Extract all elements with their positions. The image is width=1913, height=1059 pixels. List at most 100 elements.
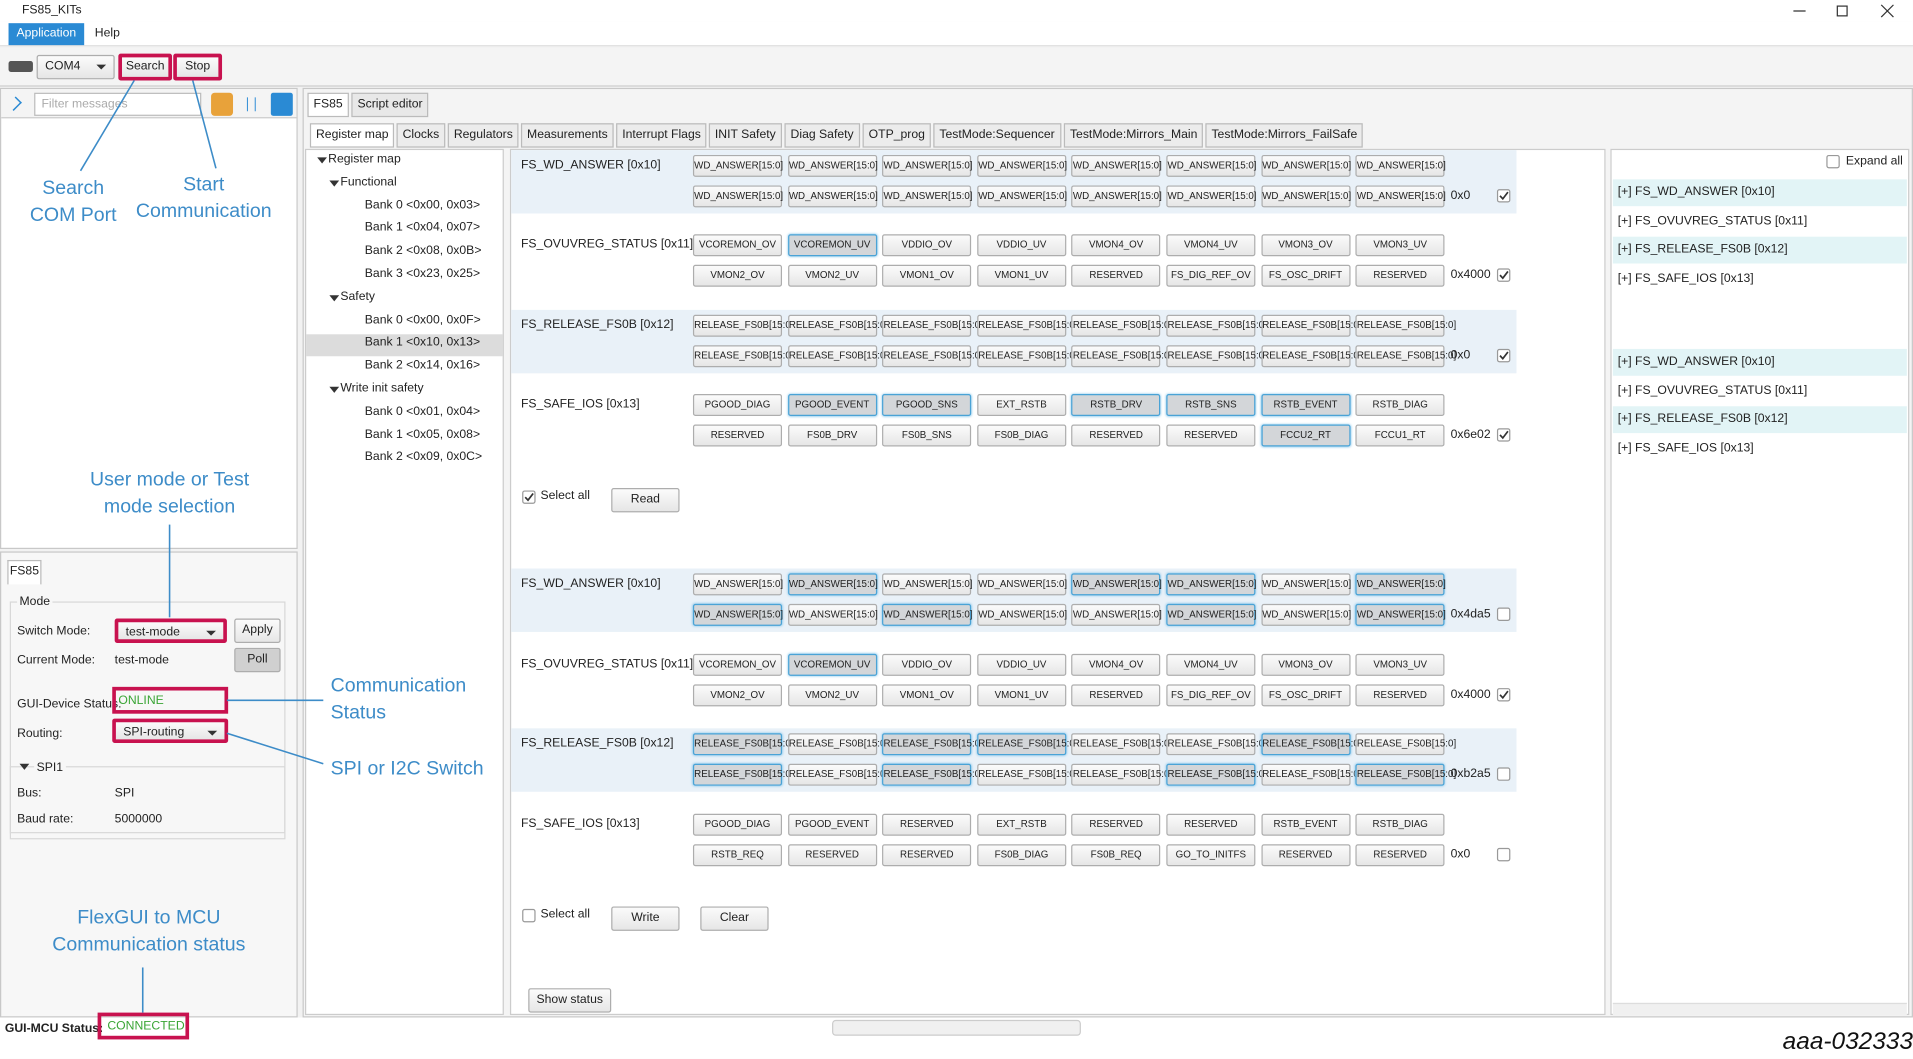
sub-tab[interactable]: Diag Safety: [784, 123, 860, 148]
bit-button[interactable]: RESERVED: [1071, 264, 1161, 287]
bit-button[interactable]: WD_ANSWER[15:0]: [976, 184, 1067, 207]
bit-button[interactable]: WD_ANSWER[15:0]: [787, 154, 878, 177]
bit-button[interactable]: RELEASE_FS0B[15:0]: [1166, 733, 1267, 756]
main-tab[interactable]: Script editor: [351, 92, 429, 118]
bit-button[interactable]: WD_ANSWER[15:0]: [882, 603, 972, 626]
bit-button[interactable]: WD_ANSWER[15:0]: [1260, 573, 1351, 596]
tree-item[interactable]: Register map: [328, 152, 401, 166]
bit-button[interactable]: RELEASE_FS0B[15:0]: [1071, 344, 1172, 367]
bit-button[interactable]: PGOOD_DIAG: [692, 813, 783, 836]
bit-button[interactable]: WD_ANSWER[15:0]: [787, 603, 878, 626]
bit-button[interactable]: VCOREMON_UV: [787, 234, 877, 257]
bit-button[interactable]: RELEASE_FS0B[15:0]: [1355, 314, 1456, 337]
bit-button[interactable]: VMON4_UV: [1166, 653, 1256, 676]
bit-button[interactable]: PGOOD_SNS: [882, 394, 972, 417]
tree-item[interactable]: Bank 1 <0x04, 0x07>: [364, 221, 481, 235]
port-combo[interactable]: COM4: [36, 54, 115, 80]
bit-button[interactable]: RELEASE_FS0B[15:0]: [882, 763, 983, 786]
device-tab[interactable]: FS85: [7, 559, 42, 585]
pause-icon[interactable]: [246, 97, 256, 112]
bit-button[interactable]: PGOOD_DIAG: [692, 394, 783, 417]
bit-button[interactable]: PGOOD_EVENT: [787, 813, 877, 836]
bit-button[interactable]: VDDIO_OV: [882, 653, 972, 676]
bit-button[interactable]: VMON1_UV: [976, 264, 1067, 287]
bit-button[interactable]: RELEASE_FS0B[15:0]: [1166, 314, 1267, 337]
register-checkbox[interactable]: [1496, 606, 1511, 621]
status-item[interactable]: [+] FS_WD_ANSWER [0x10]: [1617, 185, 1775, 199]
bit-button[interactable]: RSTB_EVENT: [1260, 394, 1351, 417]
bit-button[interactable]: WD_ANSWER[15:0]: [1166, 573, 1256, 596]
tree-item[interactable]: Write init safety: [340, 381, 424, 396]
sub-tab[interactable]: Measurements: [520, 123, 614, 148]
bit-button[interactable]: VDDIO_OV: [882, 234, 972, 257]
bit-button[interactable]: RELEASE_FS0B[15:0]: [787, 763, 888, 786]
bit-button[interactable]: FS0B_DIAG: [976, 843, 1067, 866]
action-button[interactable]: Write: [611, 906, 680, 931]
bit-button[interactable]: RELEASE_FS0B[15:0]: [1260, 314, 1362, 337]
register-checkbox[interactable]: [1496, 267, 1511, 282]
tree-item[interactable]: Bank 0 <0x01, 0x04>: [364, 404, 481, 419]
sub-tab[interactable]: INIT Safety: [708, 123, 782, 148]
save-icon[interactable]: [270, 92, 293, 116]
bit-button[interactable]: RESERVED: [882, 813, 972, 836]
tree-item[interactable]: Bank 3 <0x23, 0x25>: [364, 267, 481, 281]
menu-item[interactable]: Application: [8, 23, 85, 46]
sub-tab[interactable]: Regulators: [447, 123, 519, 148]
apply-button[interactable]: Apply: [234, 618, 281, 643]
status-item[interactable]: [+] FS_OVUVREG_STATUS [0x11]: [1617, 383, 1808, 398]
bit-button[interactable]: RELEASE_FS0B[15:0]: [882, 314, 983, 337]
bit-button[interactable]: WD_ANSWER[15:0]: [882, 573, 972, 596]
sub-tab[interactable]: Register map: [309, 123, 395, 148]
bit-button[interactable]: FS0B_SNS: [882, 423, 972, 446]
register-checkbox[interactable]: [1496, 348, 1511, 362]
bit-button[interactable]: EXT_RSTB: [976, 813, 1067, 836]
tree-item[interactable]: Bank 1 <0x10, 0x13>: [364, 335, 481, 350]
bit-button[interactable]: RSTB_SNS: [1166, 394, 1256, 417]
bit-button[interactable]: VMON1_UV: [976, 683, 1067, 706]
window-controls[interactable]: [1781, 2, 1903, 19]
bit-button[interactable]: RELEASE_FS0B[15:0]: [1260, 344, 1362, 367]
bit-button[interactable]: VCOREMON_UV: [787, 653, 877, 676]
bit-button[interactable]: RELEASE_FS0B[15:0]: [1071, 314, 1172, 337]
sub-tab[interactable]: Clocks: [396, 123, 446, 148]
bit-button[interactable]: FS0B_DRV: [787, 423, 877, 446]
bit-button[interactable]: RELEASE_FS0B[15:0]: [1260, 763, 1362, 786]
bit-button[interactable]: WD_ANSWER[15:0]: [1355, 184, 1446, 207]
bit-button[interactable]: FS_OSC_DRIFT: [1260, 683, 1351, 706]
bit-button[interactable]: RELEASE_FS0B[15:0]: [882, 733, 983, 756]
tree-item[interactable]: Bank 2 <0x09, 0x0C>: [364, 450, 483, 465]
bit-button[interactable]: WD_ANSWER[15:0]: [882, 184, 972, 207]
bit-button[interactable]: RELEASE_FS0B[15:0]: [787, 733, 888, 756]
bit-button[interactable]: RESERVED: [1071, 683, 1161, 706]
bit-button[interactable]: RELEASE_FS0B[15:0]: [976, 344, 1077, 367]
switch-mode-combo[interactable]: test-mode: [114, 618, 227, 643]
bit-button[interactable]: VMON2_OV: [692, 683, 783, 706]
register-checkbox[interactable]: [1496, 847, 1511, 861]
register-checkbox[interactable]: [1496, 188, 1511, 202]
bit-button[interactable]: RSTB_REQ: [692, 843, 783, 866]
tree-item[interactable]: Bank 0 <0x00, 0x0F>: [364, 313, 481, 327]
status-item[interactable]: [+] FS_SAFE_IOS [0x13]: [1617, 441, 1754, 455]
bit-button[interactable]: FCCU1_RT: [1355, 423, 1445, 446]
menu-item[interactable]: Help: [94, 26, 120, 41]
sub-tab[interactable]: TestMode:Mirrors_FailSafe: [1205, 123, 1364, 148]
bit-button[interactable]: RELEASE_FS0B[15:0]: [1071, 763, 1172, 786]
bit-button[interactable]: WD_ANSWER[15:0]: [692, 573, 783, 596]
bit-button[interactable]: RESERVED: [1355, 843, 1445, 866]
tree-item[interactable]: Bank 0 <0x00, 0x03>: [364, 198, 481, 212]
bit-button[interactable]: WD_ANSWER[15:0]: [976, 573, 1067, 596]
poll-button[interactable]: Poll: [234, 647, 281, 673]
bit-button[interactable]: RSTB_DRV: [1071, 394, 1161, 417]
bit-button[interactable]: WD_ANSWER[15:0]: [976, 603, 1067, 626]
bit-button[interactable]: WD_ANSWER[15:0]: [1071, 573, 1162, 596]
register-checkbox[interactable]: [1496, 766, 1511, 781]
action-button[interactable]: Read: [611, 488, 680, 513]
bit-button[interactable]: WD_ANSWER[15:0]: [1166, 184, 1256, 207]
clear-icon[interactable]: [211, 92, 234, 116]
bit-button[interactable]: WD_ANSWER[15:0]: [1355, 154, 1446, 177]
main-tab[interactable]: FS85: [307, 92, 349, 118]
bit-button[interactable]: FS_OSC_DRIFT: [1260, 264, 1351, 287]
bit-button[interactable]: VMON3_UV: [1355, 653, 1445, 676]
bit-button[interactable]: VMON3_OV: [1260, 653, 1351, 676]
bit-button[interactable]: WD_ANSWER[15:0]: [882, 154, 972, 177]
